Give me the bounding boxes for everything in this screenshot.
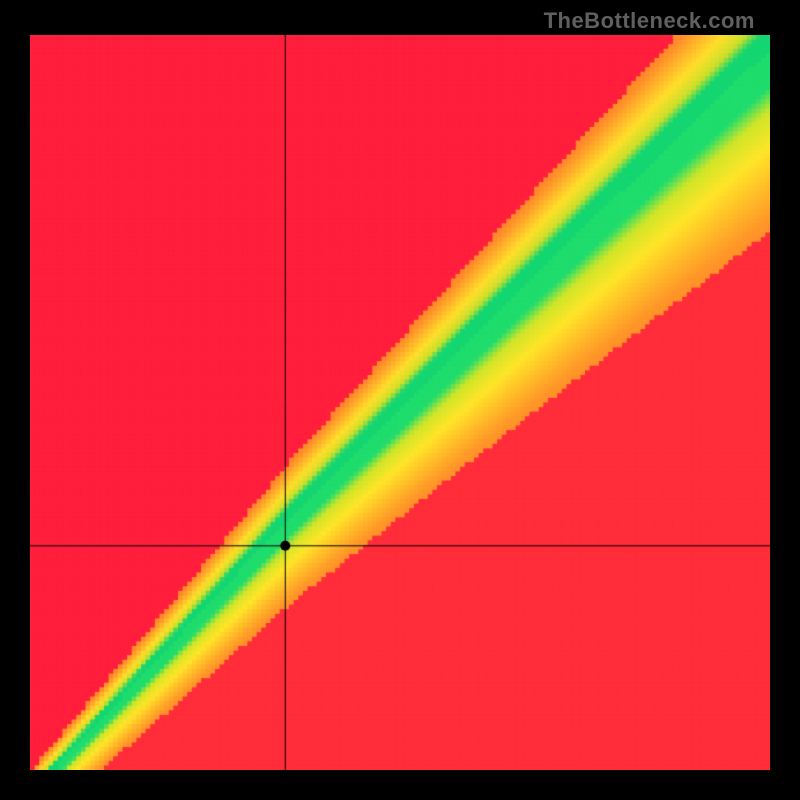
watermark-text: TheBottleneck.com	[544, 8, 755, 34]
bottleneck-heatmap	[30, 35, 770, 770]
chart-container: TheBottleneck.com	[0, 0, 800, 800]
